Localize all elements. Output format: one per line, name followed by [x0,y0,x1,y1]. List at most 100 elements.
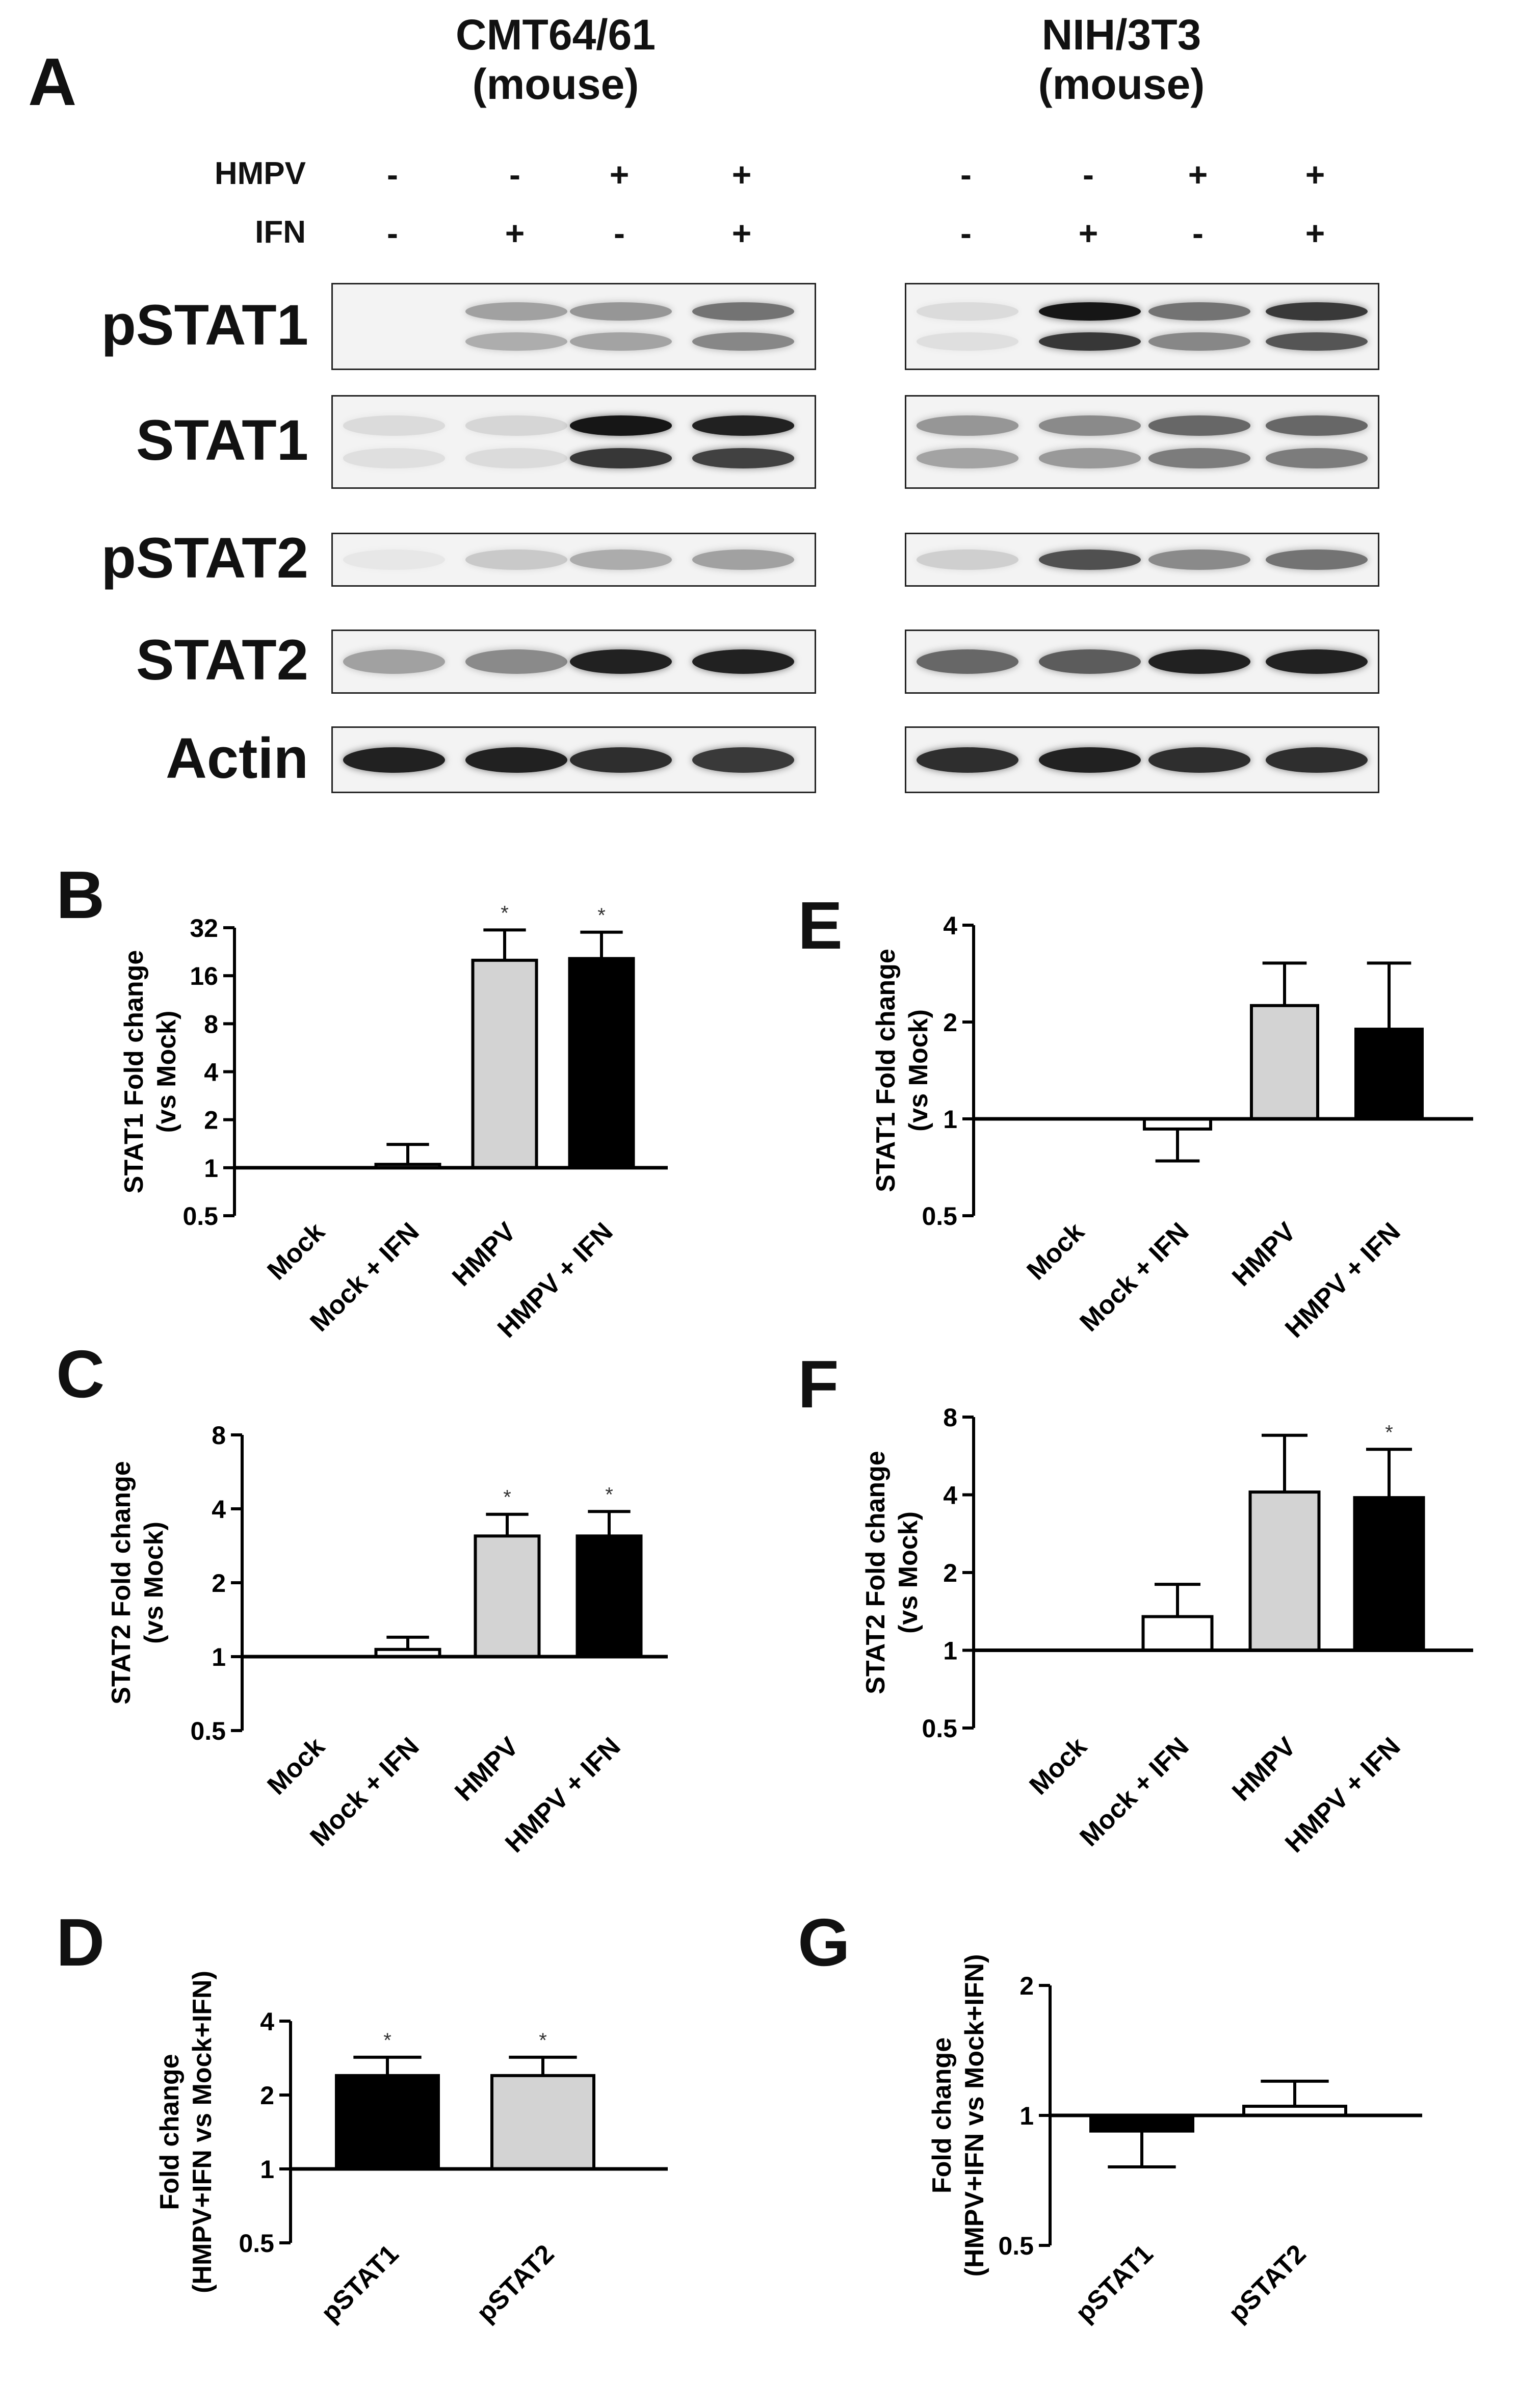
category-label-d: pSTAT2 [471,2239,560,2327]
y-tick-label-e: 4 [943,911,957,940]
blot-band [692,302,794,321]
category-label-b: Mock [261,1217,330,1286]
blot-band [1039,549,1141,570]
blot-band [465,302,567,321]
y-tick-label-f: 4 [943,1481,957,1510]
treatment-sign: + [505,214,525,252]
blot-band [465,747,567,773]
category-label-f: HMPV [1226,1732,1301,1807]
y-tick-label-f: 2 [943,1559,957,1587]
y-axis-label-g: (HMPV+IFN vs Mock+IFN) [960,1954,989,2277]
y-tick-label-e: 2 [943,1008,957,1037]
y-tick-label-c: 4 [212,1495,226,1524]
y-tick-label-e: 0.5 [922,1202,957,1231]
treatment-label-hmpv: HMPV [214,156,306,191]
blot-band [343,549,445,570]
blot-band [1039,415,1141,436]
blot-band [692,649,794,674]
treatment-sign: - [1083,155,1094,193]
treatment-sign: - [960,214,972,252]
bar-f [1353,1496,1425,1652]
category-label-c: Mock [261,1732,330,1800]
blot-band [917,448,1018,468]
treatment-sign: + [609,155,630,193]
panel-letter-a: A [28,44,77,119]
blot-band [465,448,567,468]
y-tick-label-b: 2 [204,1106,218,1135]
blot-band [692,415,794,436]
y-axis-label-f: STAT2 Fold change [861,1451,891,1694]
blot-band [917,549,1018,570]
blot-band [1039,649,1141,674]
bar-d [335,2074,440,2171]
blot-band [917,302,1018,321]
blot-band [570,649,672,674]
blot-label-stat2: STAT2 [136,628,308,692]
blot-label-actin: Actin [166,726,308,790]
bar-b [568,957,635,1169]
treatment-sign: + [731,214,752,252]
blot-band [1039,747,1141,773]
blot-band [1266,302,1368,321]
y-axis-label-c: (vs Mock) [139,1522,169,1644]
blot-band [465,549,567,570]
treatment-sign: + [731,155,752,193]
y-axis-label-e: (vs Mock) [904,1009,933,1132]
blot-band [570,332,672,351]
treatment-sign: + [1188,155,1208,193]
blot-band [1148,649,1250,674]
blot-label-pstat2: pSTAT2 [101,526,309,590]
y-axis-label-g: Fold change [927,2037,957,2193]
category-label-g: pSTAT1 [1070,2239,1159,2327]
blot-band [1148,747,1250,773]
blot-label-stat1: STAT1 [136,408,308,472]
blot-band [1148,332,1250,351]
blot-pstat2-right [905,533,1379,587]
blot-band [692,332,794,351]
panel-letter-c: C [56,1337,105,1411]
blot-band [1266,649,1368,674]
y-tick-label-d: 1 [260,2155,274,2184]
panel-letter-d: D [56,1905,105,1980]
category-label-g: pSTAT2 [1223,2239,1312,2327]
bar-c [576,1534,643,1658]
category-label-c: HMPV [449,1732,524,1807]
y-tick-label-c: 0.5 [190,1717,226,1745]
y-tick-label-b: 32 [190,914,218,943]
bar-d [490,2074,595,2171]
bar-f [1141,1615,1214,1652]
blot-band [1148,448,1250,468]
y-tick-label-d: 0.5 [239,2229,274,2258]
blot-stat2-left [331,630,816,694]
y-tick-label-g: 1 [1019,2102,1034,2130]
treatment-label-ifn: IFN [255,215,306,250]
y-tick-label-c: 1 [212,1643,226,1671]
treatment-sign: - [614,214,625,252]
blot-band [343,747,445,773]
y-axis-label-b: (vs Mock) [152,1011,181,1133]
blot-band [917,649,1018,674]
treatment-sign: - [387,155,398,193]
y-tick-label-b: 8 [204,1010,218,1038]
cell-title-nih3t3: NIH/3T3 (mouse) [1038,11,1205,108]
y-tick-label-d: 2 [260,2081,274,2110]
y-tick-label-f: 8 [943,1403,957,1432]
blot-pstat1-right [905,283,1379,370]
blot-band [692,549,794,570]
blot-band [570,747,672,773]
cell-title-cmt64: CMT64/61 (mouse) [455,11,656,108]
y-tick-label-b: 0.5 [182,1202,218,1231]
y-tick-label-b: 1 [204,1154,218,1183]
y-tick-label-b: 4 [204,1058,218,1087]
y-axis-label-c: STAT2 Fold change [107,1461,136,1705]
blot-band [570,448,672,468]
panel-letter-b: B [56,857,105,932]
y-axis-label-b: STAT1 Fold change [119,950,149,1194]
blot-band [465,332,567,351]
blot-stat1-left [331,395,816,489]
blot-band [570,415,672,436]
y-tick-label-e: 1 [943,1105,957,1134]
blot-band [1266,332,1368,351]
blot-band [1266,549,1368,570]
